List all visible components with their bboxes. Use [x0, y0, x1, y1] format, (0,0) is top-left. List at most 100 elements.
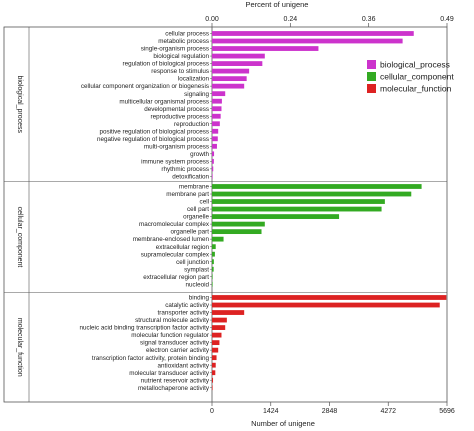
bar-molecular-function-molecular-transducer-activity	[212, 370, 216, 376]
category-label-organelle-part: organelle part	[170, 229, 209, 236]
category-label-positive-regulation-of-biological-process: positive regulation of biological proces…	[99, 128, 209, 135]
category-label-rhythmic-process: rhythmic process	[161, 166, 209, 173]
category-label-regulation-of-biological-process: regulation of biological process	[123, 61, 209, 68]
bar-cellular-component-nucleoid	[212, 281, 213, 287]
category-label-developmental-process: developmental process	[144, 106, 209, 113]
category-label-catalytic-activity: catalytic activity	[165, 302, 210, 309]
bar-biological-process-signaling	[212, 91, 226, 97]
bottom-tick-label-1424: 1424	[263, 408, 279, 415]
category-label-growth: growth	[190, 151, 209, 158]
top-tick-label-0-36: 0.36	[362, 16, 376, 23]
legend-swatch-biological-process	[367, 60, 376, 69]
category-label-reproduction: reproduction	[174, 121, 210, 128]
bar-molecular-function-metallochaperone-activity	[212, 385, 213, 391]
legend-label-biological-process: biological_process	[380, 60, 450, 70]
bar-biological-process-cellular-component-organization-or-biogenesis	[212, 83, 245, 89]
bar-cellular-component-cell-part	[212, 206, 382, 212]
category-label-transcription-factor-activity-protein-binding: transcription factor activity, protein b…	[92, 355, 210, 362]
bottom-tick-label-2848: 2848	[322, 408, 338, 415]
bar-biological-process-developmental-process	[212, 106, 222, 112]
bar-cellular-component-macromolecular-complex	[212, 221, 265, 227]
bar-biological-process-negative-regulation-of-biological-process	[212, 136, 218, 142]
group-label-biological-process: biological_process	[16, 75, 23, 133]
legend-label-molecular-function: molecular_function	[380, 84, 452, 94]
bar-cellular-component-supramolecular-complex	[212, 251, 215, 257]
category-label-extracellular-region: extracellular region	[156, 244, 210, 251]
bar-cellular-component-extracellular-region-part	[212, 274, 213, 280]
bar-biological-process-single-organism-process	[212, 46, 319, 51]
bar-biological-process-localization	[212, 76, 247, 82]
top-tick-label-0-00: 0.00	[205, 16, 219, 23]
group-label-cellular-component: cellular_component	[16, 207, 23, 268]
bar-cellular-component-membrane-enclosed-lumen	[212, 236, 224, 242]
legend-swatch-molecular-function	[367, 84, 376, 93]
category-label-biological-regulation: biological regulation	[153, 53, 209, 60]
bar-molecular-function-transcription-factor-activity-protein-binding	[212, 355, 217, 361]
category-label-symplast: symplast	[184, 266, 209, 273]
bar-molecular-function-electron-carrier-activity	[212, 347, 219, 353]
bottom-tick-label-4272: 4272	[380, 408, 396, 415]
category-label-localization: localization	[178, 76, 210, 83]
category-label-multi-organism-process: multi-organism process	[144, 143, 209, 150]
category-label-antioxidant-activity: antioxidant activity	[158, 362, 210, 369]
bar-cellular-component-organelle-part	[212, 229, 262, 235]
bar-biological-process-growth	[212, 151, 215, 157]
bar-biological-process-detoxification	[212, 173, 213, 179]
category-label-membrane-part: membrane part	[166, 191, 209, 198]
bar-biological-process-reproduction	[212, 121, 220, 127]
category-label-macromolecular-complex: macromolecular complex	[139, 221, 210, 228]
category-label-nucleic-acid-binding-transcription-factor-activity: nucleic acid binding transcription facto…	[80, 325, 210, 332]
category-label-single-organism-process: single-organism process	[141, 46, 209, 53]
category-label-membrane: membrane	[179, 184, 210, 191]
bar-cellular-component-symplast	[212, 266, 214, 272]
top-tick-label-0-24: 0.24	[284, 16, 298, 23]
bar-biological-process-regulation-of-biological-process	[212, 61, 263, 66]
bottom-tick-label-5696: 5696	[439, 408, 455, 415]
bar-biological-process-immune-system-process	[212, 158, 214, 164]
category-label-electron-carrier-activity: electron carrier activity	[146, 347, 210, 354]
category-label-molecular-transducer-activity: molecular transducer activity	[129, 370, 210, 377]
category-label-multicellular-organismal-process: multicellular organismal process	[119, 98, 209, 105]
category-label-extracellular-region-part: extracellular region part	[143, 274, 209, 281]
category-label-reproductive-process: reproductive process	[151, 113, 209, 120]
category-label-cellular-component-organization-or-biogenesis: cellular component organization or bioge…	[81, 83, 209, 90]
bar-molecular-function-antioxidant-activity	[212, 362, 216, 368]
bar-cellular-component-membrane	[212, 184, 422, 189]
bar-molecular-function-structural-molecule-activity	[212, 317, 227, 323]
category-label-metallochaperone-activity: metallochaperone activity	[138, 385, 210, 392]
bar-biological-process-metabolic-process	[212, 38, 403, 44]
bar-molecular-function-nucleic-acid-binding-transcription-factor-activity	[212, 325, 226, 330]
legend-swatch-cellular-component	[367, 72, 376, 81]
bar-biological-process-multicellular-organismal-process	[212, 98, 222, 104]
bar-biological-process-rhythmic-process	[212, 166, 214, 172]
bar-biological-process-cellular-process	[212, 31, 414, 36]
category-label-response-to-stimulus: response to stimulus	[151, 68, 209, 75]
category-label-organelle: organelle	[183, 214, 209, 221]
category-label-cell-part: cell part	[187, 206, 209, 213]
category-label-supramolecular-complex: supramolecular complex	[141, 251, 210, 258]
category-label-cell-junction: cell junction	[176, 259, 209, 266]
bar-molecular-function-catalytic-activity	[212, 302, 440, 308]
bar-molecular-function-nutrient-reservoir-activity	[212, 377, 214, 383]
legend: biological_process cellular_component mo…	[367, 60, 454, 94]
bar-cellular-component-cell	[212, 199, 385, 204]
bar-cellular-component-membrane-part	[212, 191, 412, 197]
bar-biological-process-multi-organism-process	[212, 143, 217, 149]
category-label-binding: binding	[189, 295, 210, 302]
group-label-molecular-function: molecular_function	[16, 318, 23, 377]
category-label-negative-regulation-of-biological-process: negative regulation of biological proces…	[97, 136, 209, 143]
category-label-metabolic-process: metabolic process	[158, 38, 209, 45]
category-label-detoxification: detoxification	[172, 173, 209, 180]
category-label-cellular-process: cellular process	[165, 31, 209, 38]
category-label-immune-system-process: immune system process	[141, 158, 209, 165]
bar-biological-process-response-to-stimulus	[212, 68, 250, 74]
bottom-tick-label-0: 0	[210, 408, 214, 415]
category-label-nutrient-reservoir-activity: nutrient reservoir activity	[141, 377, 210, 384]
category-label-molecular-function-regulator: molecular function regulator	[131, 332, 209, 339]
bottom-axis-title: Number of unigene	[251, 419, 315, 428]
category-label-transporter-activity: transporter activity	[158, 310, 210, 317]
category-label-cell: cell	[200, 199, 209, 206]
legend-label-cellular-component: cellular_component	[380, 72, 454, 82]
